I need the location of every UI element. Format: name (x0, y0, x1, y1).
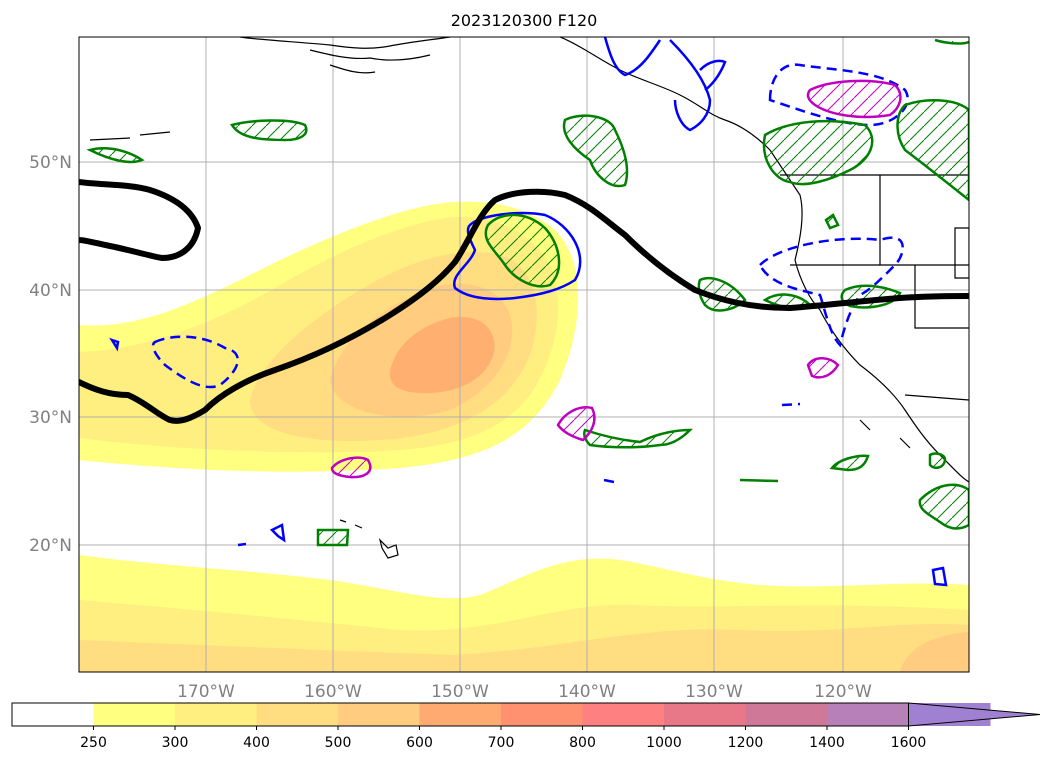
colorbar-tick-label: 250 (80, 735, 107, 751)
jet-contour (79, 179, 969, 424)
colorbar-segment (338, 703, 420, 726)
lon-label-120w: 120°W (814, 682, 872, 702)
green-hatched-contours (86, 38, 969, 547)
lat-label-30: 30°N (29, 408, 72, 428)
colorbar-tick-label: 600 (406, 735, 433, 751)
lat-label-20: 20°N (29, 536, 72, 556)
lon-label-140w: 140°W (558, 682, 616, 702)
map-title: 2023120300 F120 (451, 11, 598, 30)
shading-south-500 (900, 632, 969, 672)
lat-label-40: 40°N (29, 281, 72, 301)
colorbar-segment (501, 703, 583, 726)
longitude-labels: 170°W 160°W 150°W 140°W 130°W 120°W (177, 682, 872, 702)
colorbar-tick-label: 1000 (646, 735, 682, 751)
map-layers (79, 37, 969, 672)
colorbar-segment (582, 703, 665, 726)
colorbar-tick-label: 800 (569, 735, 596, 751)
colorbar-outline (11, 702, 909, 727)
lon-label-150w: 150°W (431, 682, 489, 702)
lon-label-160w: 160°W (304, 682, 362, 702)
colorbar-tick-label: 400 (243, 735, 270, 751)
lon-label-170w: 170°W (177, 682, 235, 702)
shading-plume-600 (389, 316, 495, 394)
blue-solid-contours (109, 37, 948, 587)
colorbar-tick-label: 1400 (809, 735, 845, 751)
colorbar-tick-label: 300 (162, 735, 189, 751)
colorbar-segment (93, 703, 176, 726)
colorbar-segment (12, 703, 94, 726)
colorbar-tick-label: 1200 (728, 735, 764, 751)
colorbar-segment (175, 703, 257, 726)
colorbar-tick-label: 500 (325, 735, 352, 751)
shading-south-400 (79, 623, 969, 672)
map-frame (78, 36, 970, 673)
colorbar-tick-label: 700 (488, 735, 515, 751)
graticule (79, 37, 969, 672)
colorbar-segment (419, 703, 502, 726)
colorbar-segment (745, 703, 828, 726)
colorbar-extend-arrow (908, 702, 1041, 727)
lon-label-130w: 130°W (685, 682, 743, 702)
colorbar-tick-label: 1600 (891, 735, 927, 751)
colorbar: 250 300 400 500 600 700 800 1000 1200 1400 1600 (11, 702, 1041, 751)
latitude-labels: 50°N 40°N 30°N 20°N (29, 153, 72, 556)
colorbar-segment (827, 703, 909, 726)
lat-label-50: 50°N (29, 153, 72, 173)
colorbar-segment (256, 703, 339, 726)
magenta-hatched-contours (330, 79, 902, 479)
colorbar-segment (664, 703, 746, 726)
